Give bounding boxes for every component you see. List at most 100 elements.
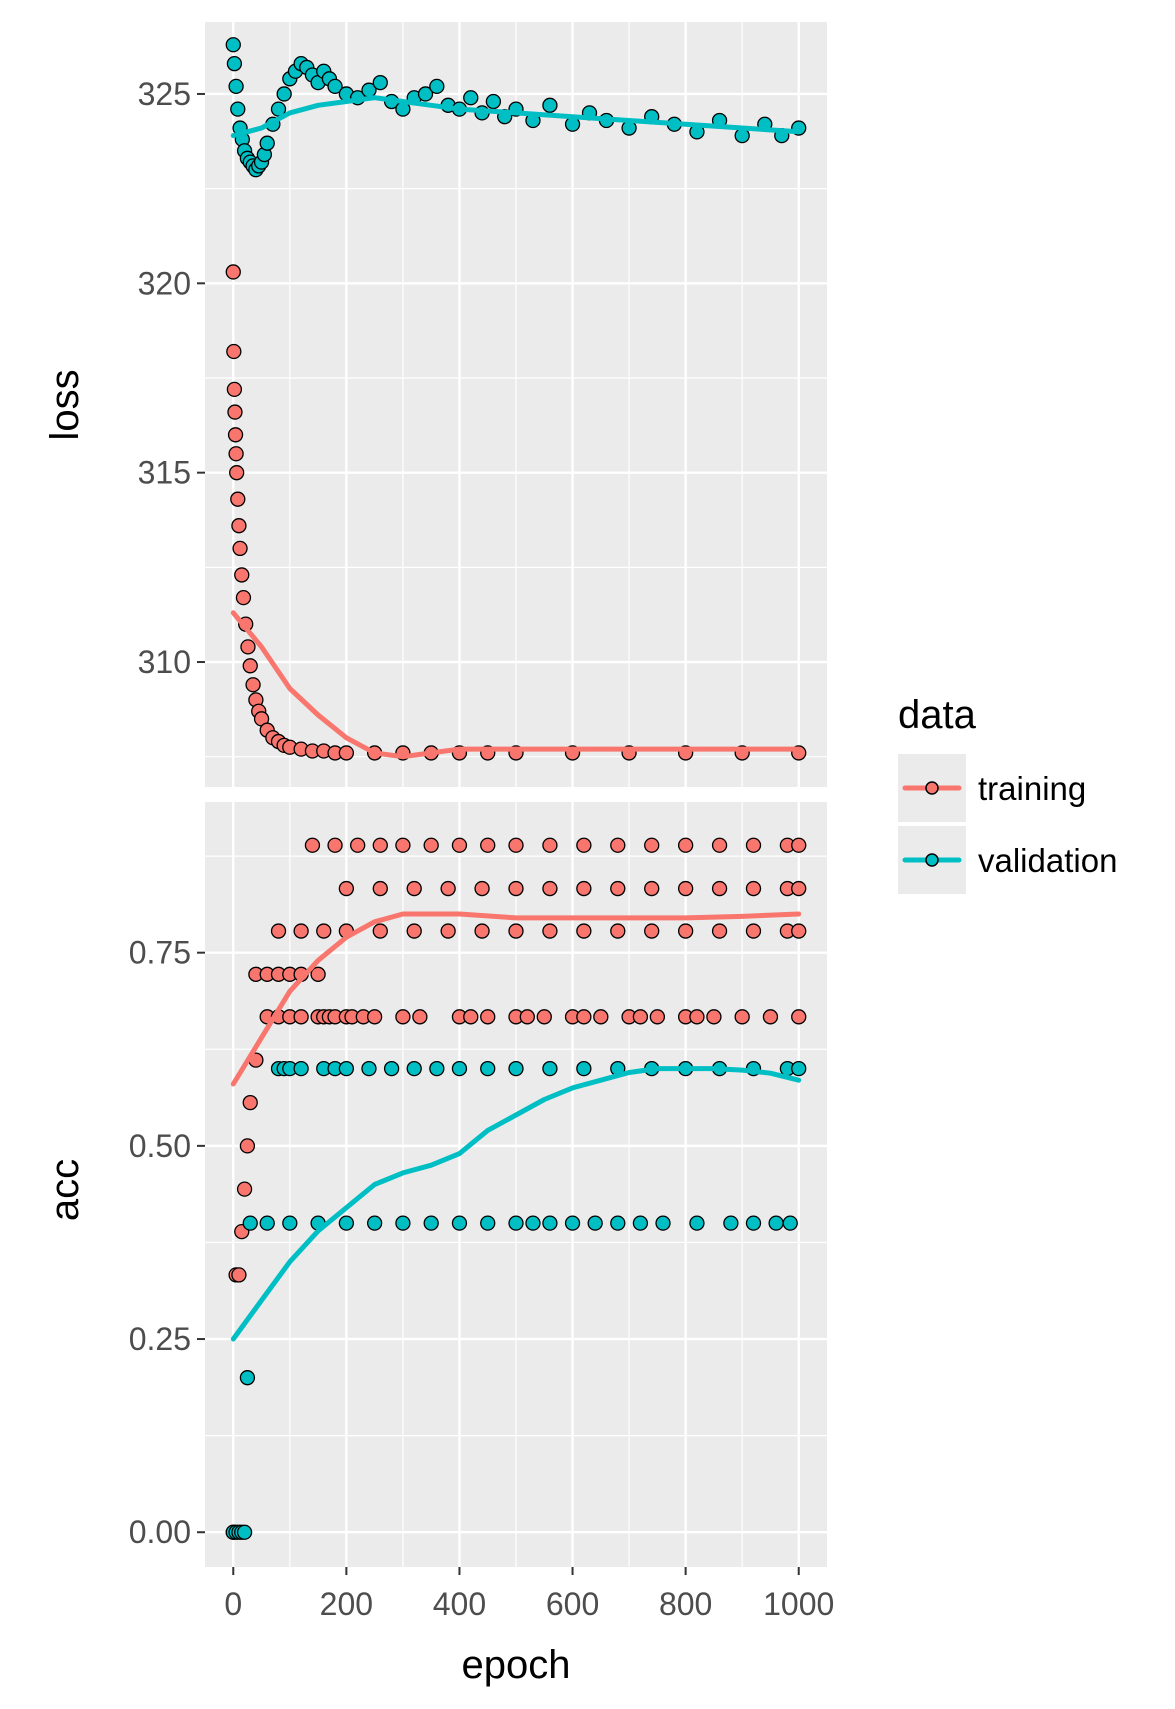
loss-point-validation (276, 86, 292, 102)
acc-point-training (542, 880, 558, 897)
acc-point-validation (451, 1060, 468, 1077)
acc-point-training (711, 880, 728, 897)
acc-point-validation (768, 1215, 784, 1231)
acc-point-training (395, 837, 411, 853)
acc-point-training (239, 1138, 256, 1154)
loss-point-training (227, 404, 243, 420)
acc-point-training (519, 1009, 535, 1025)
acc-point-validation (259, 1215, 275, 1231)
acc-point-training (542, 837, 558, 853)
acc-point-training (423, 837, 439, 853)
loss-point-training (240, 639, 256, 655)
acc-point-training (791, 1009, 807, 1025)
loss-point-training (338, 745, 355, 761)
acc-point-training (474, 923, 490, 939)
acc-point-validation (632, 1215, 649, 1231)
loss-point-validation (372, 74, 388, 91)
acc-y-tick-label: 0.50 (129, 1128, 191, 1164)
acc-point-training (236, 1181, 253, 1197)
acc-point-training (480, 837, 496, 853)
acc-point-validation (451, 1215, 468, 1231)
loss-point-training (225, 264, 241, 280)
acc-point-training (412, 1009, 428, 1025)
acc-point-training (242, 1094, 258, 1111)
loss-point-training (227, 427, 244, 443)
acc-point-training (310, 966, 326, 982)
loss-point-validation (417, 86, 434, 102)
loss-point-training (230, 491, 246, 507)
x-axis-title: epoch (462, 1643, 571, 1687)
acc-point-validation (745, 1215, 762, 1231)
acc-point-training (372, 837, 388, 853)
legend: data training validation (898, 693, 1117, 894)
x-tick-label: 400 (433, 1586, 486, 1622)
legend-key-training-point (925, 781, 939, 795)
loss-y-tick-label: 325 (138, 76, 191, 112)
x-tick-label: 200 (320, 1586, 373, 1622)
acc-point-validation (564, 1215, 581, 1231)
loss-point-validation (226, 56, 243, 72)
legend-key-validation-point (925, 853, 939, 867)
acc-point-validation (508, 1060, 524, 1077)
loss-point-training (234, 567, 250, 583)
loss-point-validation (463, 90, 479, 106)
acc-point-validation (366, 1215, 383, 1231)
acc-point-training (316, 923, 332, 939)
acc-y-tick-label: 0.75 (129, 935, 191, 971)
loss-y-tick-label: 320 (138, 265, 191, 301)
acc-point-validation (239, 1370, 256, 1386)
loss-point-training (228, 446, 244, 462)
acc-point-training (508, 837, 524, 853)
x-tick-label: 800 (659, 1586, 712, 1622)
acc-point-training (508, 923, 524, 939)
loss-point-training (242, 658, 258, 674)
acc-point-training (745, 923, 762, 939)
acc-point-training (711, 923, 728, 939)
acc-point-validation (587, 1215, 603, 1231)
acc-point-training (576, 923, 592, 939)
acc-point-validation (293, 1060, 309, 1077)
acc-point-validation (782, 1215, 798, 1231)
acc-point-validation (429, 1060, 445, 1077)
acc-point-training (327, 837, 343, 853)
acc-point-training (762, 1009, 779, 1025)
loss-point-validation (485, 93, 502, 110)
acc-point-training (406, 923, 422, 939)
acc-point-training (350, 837, 366, 853)
acc-point-validation (383, 1060, 400, 1077)
loss-panel: 310 315 320 325 (138, 22, 827, 787)
acc-point-training (791, 837, 807, 853)
acc-point-validation (282, 1215, 298, 1231)
legend-label-training: training (978, 770, 1086, 807)
acc-point-training (366, 1009, 383, 1025)
acc-point-training (610, 837, 626, 853)
acc-point-training (610, 923, 626, 939)
loss-point-validation (429, 78, 445, 95)
acc-point-training (372, 880, 388, 897)
acc-point-validation (525, 1215, 541, 1231)
acc-point-training (304, 837, 321, 853)
y-axis-title-acc: acc (43, 1159, 87, 1221)
acc-point-training (644, 923, 660, 939)
acc-point-validation (242, 1215, 258, 1231)
acc-point-training (689, 1009, 705, 1025)
acc-point-validation (576, 1060, 592, 1077)
acc-point-validation (236, 1524, 253, 1540)
acc-y-tick-label: 0.00 (129, 1514, 191, 1550)
acc-point-training (440, 880, 456, 897)
legend-entry-validation: validation (898, 826, 1117, 894)
acc-y-tick-label: 0.25 (129, 1321, 191, 1357)
acc-point-training (632, 1009, 649, 1025)
x-tick-label: 600 (546, 1586, 599, 1622)
acc-point-training (610, 880, 626, 897)
acc-point-training (372, 923, 388, 939)
acc-point-training (480, 1009, 496, 1025)
acc-point-training (536, 1009, 552, 1025)
acc-point-validation (406, 1060, 422, 1077)
acc-point-training (711, 837, 728, 853)
loss-point-training (245, 677, 261, 693)
acc-point-training (593, 1009, 609, 1025)
acc-point-training (463, 1009, 479, 1025)
loss-point-validation (542, 97, 558, 113)
acc-point-training (734, 1009, 750, 1025)
